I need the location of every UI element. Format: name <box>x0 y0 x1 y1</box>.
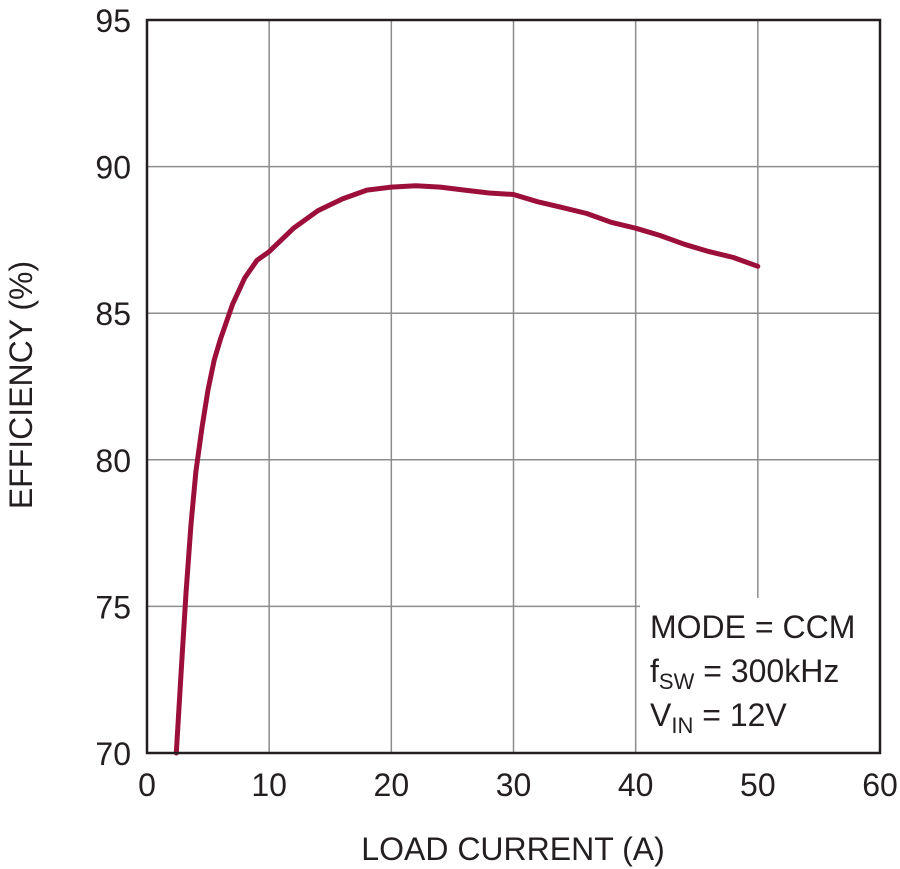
y-tick-label: 85 <box>95 296 131 332</box>
x-tick-label: 0 <box>138 767 156 803</box>
y-tick-label: 80 <box>95 443 131 479</box>
x-tick-label: 30 <box>496 767 532 803</box>
annotation-vin: VIN = 12V <box>650 697 787 738</box>
tick-labels: 0 10 20 30 40 50 60 95 90 85 80 75 70 <box>95 3 897 803</box>
x-tick-label: 40 <box>618 767 654 803</box>
efficiency-curve <box>173 183 761 756</box>
y-tick-label: 95 <box>95 3 131 39</box>
x-tick-label: 20 <box>374 767 410 803</box>
annotation-fsw: fSW = 300kHz <box>650 653 839 694</box>
x-axis-title: LOAD CURRENT (A) <box>361 831 664 867</box>
y-tick-label: 70 <box>95 736 131 772</box>
annotation-mode: MODE = CCM <box>650 609 855 645</box>
annotation-box: MODE = CCM fSW = 300kHz VIN = 12V <box>640 598 880 752</box>
x-tick-label: 10 <box>251 767 287 803</box>
x-tick-label: 60 <box>862 767 898 803</box>
plot-frame <box>145 18 882 755</box>
y-tick-label: 75 <box>95 589 131 625</box>
grid <box>147 20 880 753</box>
x-tick-label: 50 <box>740 767 776 803</box>
y-axis-title: EFFICIENCY (%) <box>3 261 39 509</box>
y-tick-label: 90 <box>95 150 131 186</box>
